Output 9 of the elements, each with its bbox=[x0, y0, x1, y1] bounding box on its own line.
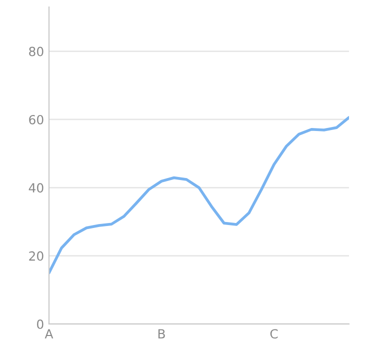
y-tick-label: 60 bbox=[29, 114, 44, 124]
y-tick-label: 40 bbox=[28, 183, 44, 193]
y-tick-label: 0 bbox=[37, 319, 44, 329]
y-tick-label: 20 bbox=[29, 251, 44, 261]
x-tick-label: C bbox=[270, 329, 278, 339]
y-tick-label: 80 bbox=[29, 46, 44, 56]
x-tick-label: A bbox=[44, 329, 54, 338]
line-series bbox=[49, 116, 349, 274]
x-tick-label: B bbox=[158, 329, 165, 338]
